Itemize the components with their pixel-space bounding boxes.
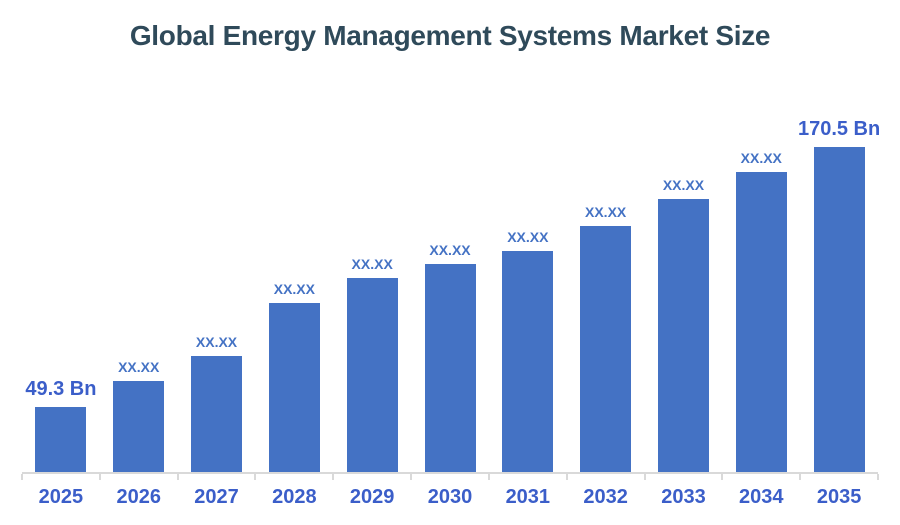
bar-2033 — [657, 199, 709, 473]
x-axis-tick — [799, 474, 802, 480]
x-axis-label-2035: 2035 — [816, 486, 862, 508]
bar-2029 — [346, 278, 398, 473]
bar-2026 — [113, 381, 165, 473]
x-axis-label-2033: 2033 — [661, 486, 706, 508]
x-axis-label-2029: 2029 — [349, 486, 395, 508]
x-axis-tick — [98, 474, 101, 480]
x-axis-tick — [643, 474, 646, 480]
x-axis-tick — [487, 474, 490, 480]
bar-2025 — [35, 407, 87, 473]
bar-2028 — [268, 303, 320, 473]
x-axis-tick — [410, 474, 413, 480]
x-axis-label-2030: 2030 — [427, 486, 473, 508]
x-axis-tick — [877, 474, 879, 480]
x-axis-line — [22, 472, 878, 474]
x-axis-label-2031: 2031 — [505, 486, 551, 508]
x-axis-tick — [332, 474, 335, 480]
bar-value-label-2035: 170.5 Bn — [797, 118, 881, 140]
chart-title: Global Energy Management Systems Market … — [129, 20, 771, 51]
x-axis-label-2028: 2028 — [272, 486, 317, 508]
x-axis-label-2026: 2026 — [116, 486, 161, 508]
bar-value-label-2026: XX.XX — [118, 359, 160, 375]
bar-2030 — [424, 264, 476, 473]
x-axis-label-2025: 2025 — [38, 486, 84, 508]
x-axis-tick — [721, 474, 724, 480]
bar-2027 — [191, 356, 243, 473]
bar-value-label-2030: XX.XX — [429, 242, 471, 258]
bar-2032 — [580, 226, 632, 473]
x-axis-tick — [176, 474, 179, 480]
bar-value-label-2027: XX.XX — [195, 334, 238, 350]
bar-value-label-2032: XX.XX — [585, 204, 627, 220]
bar-value-label-2029: XX.XX — [351, 256, 393, 272]
bar-2034 — [735, 172, 787, 473]
bar-2031 — [502, 251, 554, 473]
bar-value-label-2025: 49.3 Bn — [25, 378, 97, 400]
bar-value-label-2031: XX.XX — [507, 229, 549, 245]
x-axis-label-2027: 2027 — [194, 486, 239, 508]
x-axis-tick — [254, 474, 257, 480]
x-axis-label-2034: 2034 — [739, 486, 784, 508]
x-axis-tick — [565, 474, 568, 480]
x-axis-label-2032: 2032 — [583, 486, 628, 508]
bar-value-label-2028: XX.XX — [273, 281, 315, 297]
bar-value-label-2034: XX.XX — [740, 150, 782, 166]
bar-value-label-2033: XX.XX — [662, 177, 705, 193]
bar-2035 — [813, 147, 865, 473]
x-axis-tick — [21, 474, 23, 480]
